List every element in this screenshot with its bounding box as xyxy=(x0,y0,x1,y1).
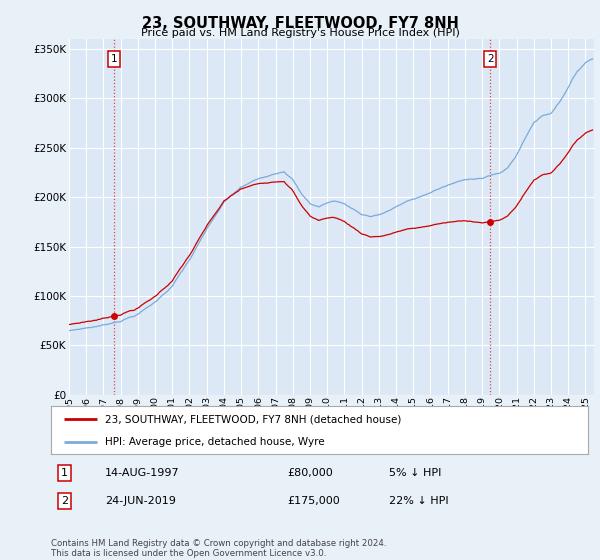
Text: 23, SOUTHWAY, FLEETWOOD, FY7 8NH: 23, SOUTHWAY, FLEETWOOD, FY7 8NH xyxy=(142,16,458,31)
Text: HPI: Average price, detached house, Wyre: HPI: Average price, detached house, Wyre xyxy=(105,437,325,447)
Text: Price paid vs. HM Land Registry's House Price Index (HPI): Price paid vs. HM Land Registry's House … xyxy=(140,28,460,38)
Text: 14-AUG-1997: 14-AUG-1997 xyxy=(105,468,179,478)
Text: 23, SOUTHWAY, FLEETWOOD, FY7 8NH (detached house): 23, SOUTHWAY, FLEETWOOD, FY7 8NH (detach… xyxy=(105,414,401,424)
Text: 2: 2 xyxy=(487,54,494,64)
Text: 1: 1 xyxy=(61,468,68,478)
Text: 24-JUN-2019: 24-JUN-2019 xyxy=(105,496,176,506)
Text: 5% ↓ HPI: 5% ↓ HPI xyxy=(389,468,442,478)
Text: 22% ↓ HPI: 22% ↓ HPI xyxy=(389,496,449,506)
Text: 2: 2 xyxy=(61,496,68,506)
Text: Contains HM Land Registry data © Crown copyright and database right 2024.
This d: Contains HM Land Registry data © Crown c… xyxy=(51,539,386,558)
Text: £80,000: £80,000 xyxy=(287,468,333,478)
Text: £175,000: £175,000 xyxy=(287,496,340,506)
Text: 1: 1 xyxy=(111,54,118,64)
